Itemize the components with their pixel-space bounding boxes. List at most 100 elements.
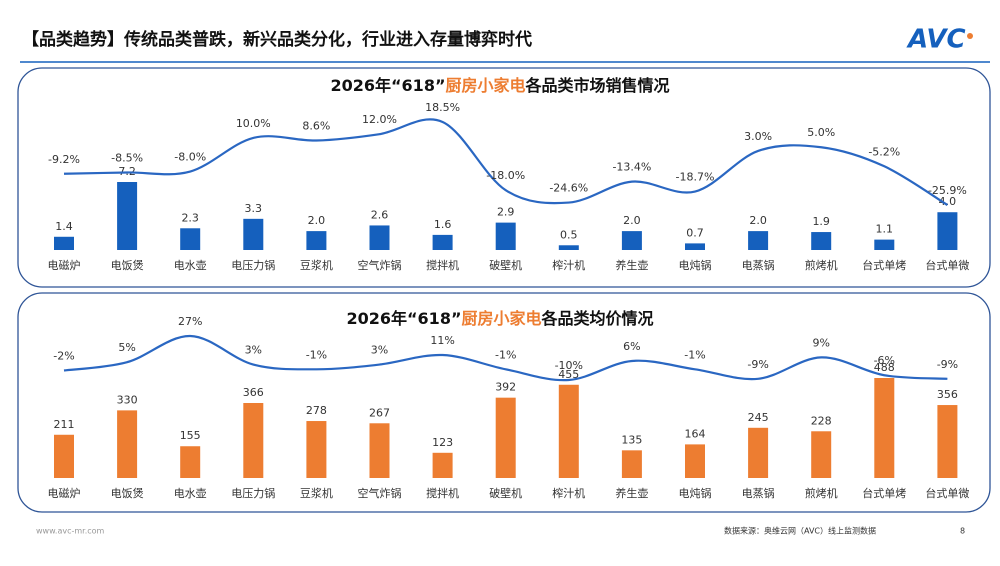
x-tick-label: 豆浆机: [300, 486, 333, 500]
bar-value-label: 155: [180, 429, 201, 442]
line-value-label: -9%: [937, 358, 958, 371]
bar: [54, 236, 74, 250]
line-value-label: -13.4%: [612, 161, 651, 174]
line-value-label: -1%: [306, 348, 327, 361]
bar-value-label: 2.0: [308, 214, 326, 227]
bar-value-label: 0.5: [560, 228, 578, 241]
line-value-label: 8.6%: [302, 120, 330, 133]
x-tick-label: 搅拌机: [426, 486, 459, 500]
line-value-label: -1%: [495, 348, 516, 361]
x-tick-label: 台式单烤: [862, 258, 906, 272]
bar: [306, 421, 327, 478]
x-tick-label: 榨汁机: [552, 258, 585, 272]
x-tick-label: 空气炸锅: [358, 258, 402, 272]
bar-value-label: 2.0: [623, 214, 641, 227]
bar: [937, 212, 958, 250]
bar: [432, 234, 453, 250]
bar: [621, 231, 642, 250]
bar: [180, 446, 201, 478]
chart-title: 2026年“618”厨房小家电各品类市场销售情况: [331, 76, 670, 95]
bar: [874, 378, 895, 478]
x-tick-label: 电水壶: [174, 486, 207, 500]
line-value-label: -8.5%: [111, 151, 143, 164]
line-value-label: -9.2%: [48, 153, 80, 166]
line-value-label: -1%: [684, 348, 705, 361]
source: 数据来源：奥维云网（AVC）线上监测数据: [724, 526, 876, 536]
bar-value-label: 455: [558, 368, 579, 381]
website: www.avc-mr.com: [36, 527, 105, 536]
line-value-label: 18.5%: [425, 101, 460, 114]
bar: [369, 225, 390, 250]
bar-value-label: 488: [874, 361, 895, 374]
bar-value-label: 366: [243, 386, 264, 399]
x-tick-label: 电压力锅: [231, 259, 275, 272]
page-number: 8: [960, 527, 965, 536]
x-tick-label: 电磁炉: [48, 487, 81, 500]
bar: [874, 239, 895, 250]
line-value-label: 5%: [118, 341, 135, 354]
line-value-label: -24.6%: [549, 182, 588, 195]
chart-title-part: 2026年“618”: [347, 309, 462, 328]
bar: [180, 228, 201, 250]
bar-value-label: 1.1: [876, 223, 894, 236]
bar-value-label: 0.7: [686, 226, 704, 239]
bar: [621, 450, 642, 478]
bar-value-label: 228: [811, 414, 832, 427]
x-tick-label: 养生壶: [615, 486, 648, 500]
line-value-label: -6%: [874, 354, 895, 367]
x-tick-label: 养生壶: [615, 258, 648, 272]
bar-value-label: 392: [495, 381, 516, 394]
bar-value-label: 2.9: [497, 206, 515, 219]
x-tick-label: 电饭煲: [111, 259, 144, 272]
bar-value-label: 164: [685, 427, 706, 440]
line-value-label: 6%: [623, 340, 640, 353]
bar: [369, 423, 390, 478]
chart-title-part: 厨房小家电: [445, 76, 525, 95]
bar: [306, 231, 327, 250]
trend-line: [63, 118, 948, 206]
bar: [558, 384, 579, 478]
x-tick-label: 电饭煲: [111, 487, 144, 500]
x-tick-label: 煎烤机: [805, 486, 838, 500]
bar: [117, 182, 138, 250]
bar: [748, 231, 769, 250]
bar: [811, 431, 832, 478]
x-tick-label: 台式单烤: [862, 486, 906, 500]
trend-line: [63, 334, 948, 382]
logo-dot: [967, 33, 973, 39]
line-value-label: -25.9%: [928, 184, 967, 197]
bar-value-label: 1.4: [55, 220, 73, 233]
x-tick-label: 电压力锅: [231, 487, 275, 500]
bar: [243, 403, 264, 478]
bar: [54, 434, 74, 478]
line-value-label: 12.0%: [362, 113, 397, 126]
x-tick-label: 台式单微: [925, 486, 969, 500]
line-value-label: -10%: [555, 359, 583, 372]
line-value-label: 10.0%: [236, 117, 271, 130]
line-value-label: 11%: [430, 334, 454, 347]
bar-value-label: 356: [937, 388, 958, 401]
bar-value-label: 1.6: [434, 218, 452, 231]
x-tick-label: 电磁炉: [48, 259, 81, 272]
x-tick-label: 电水壶: [174, 258, 207, 272]
line-value-label: 27%: [178, 315, 202, 328]
line-value-label: 3%: [371, 344, 388, 357]
bar: [937, 405, 958, 478]
bar: [811, 232, 832, 250]
bar-value-label: 330: [117, 393, 138, 406]
logo: AVC: [906, 25, 966, 55]
x-tick-label: 电炖锅: [679, 487, 712, 500]
line-value-label: -2%: [53, 349, 74, 362]
x-tick-label: 豆浆机: [300, 258, 333, 272]
bar: [117, 410, 138, 478]
bar-value-label: 278: [306, 404, 327, 417]
line-value-label: 3%: [245, 344, 262, 357]
chart-title-part: 2026年“618”: [331, 76, 446, 95]
chart-frame: [17, 67, 991, 288]
bar-value-label: 123: [432, 436, 453, 449]
bar-value-label: 2.6: [371, 208, 389, 221]
x-tick-label: 电蒸锅: [742, 259, 775, 272]
bar: [432, 452, 453, 478]
bar-value-label: 211: [54, 418, 75, 431]
